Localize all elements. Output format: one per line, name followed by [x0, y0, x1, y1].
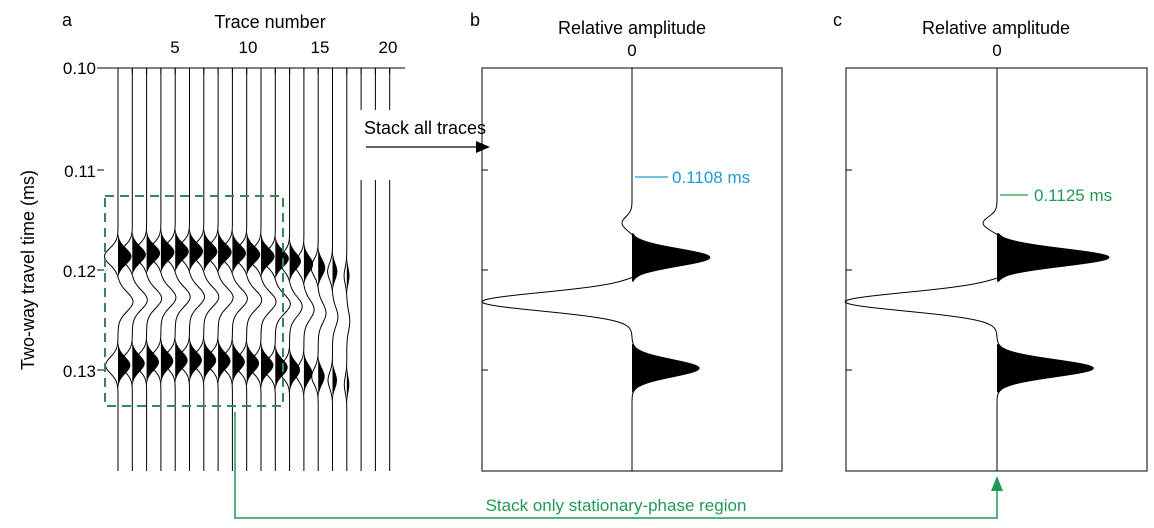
trace-lobe	[318, 245, 326, 290]
panel-a-x-tick-marks	[117, 68, 391, 74]
trace-line	[204, 68, 234, 471]
panel-b-x-tick-0: 0	[627, 41, 636, 60]
trace-lobe	[132, 232, 146, 277]
trace-lobe	[132, 341, 145, 386]
trace-lobe	[175, 338, 188, 383]
trace-lobe	[346, 253, 350, 298]
stack-all-arrow: Stack all traces	[360, 110, 490, 180]
panel-b-onset-annotation: 0.1108 ms	[672, 168, 750, 187]
stack-trace-line	[481, 68, 711, 471]
trace-lobe	[118, 234, 132, 279]
panel-a-x-tick-5: 5	[170, 38, 179, 57]
trace-lobe	[160, 230, 175, 275]
trace-lobe	[246, 341, 260, 386]
trace-line	[294, 68, 315, 471]
trace-lobe	[332, 358, 337, 403]
y-tick-0-13: 0.13	[63, 362, 96, 381]
panel-b-x-axis-title: Relative amplitude	[558, 18, 706, 38]
panel-b: b Relative amplitude 0 0.1108 ms	[470, 10, 783, 472]
trace-line	[104, 68, 134, 471]
panel-b-stacked-trace	[481, 68, 711, 471]
y-tick-0-12: 0.12	[63, 262, 96, 281]
panel-c-x-tick-0: 0	[992, 41, 1001, 60]
trace-lobe	[318, 354, 325, 399]
stack-trace-lobe	[997, 233, 1109, 282]
stack-trace-lobe	[997, 344, 1094, 393]
trace-lobe	[118, 343, 131, 388]
stack-stationary-label: Stack only stationary-phase region	[486, 496, 747, 515]
trace-lobe	[218, 230, 232, 275]
trace-line	[146, 68, 177, 471]
panel-b-letter: b	[470, 10, 480, 30]
trace-lobe	[232, 339, 245, 385]
trace-lobe	[246, 232, 261, 277]
panel-c-stacked-trace	[844, 68, 1110, 471]
trace-line	[118, 68, 148, 471]
panel-a-x-axis-title: Trace number	[214, 12, 325, 32]
trace-lobe	[303, 242, 314, 287]
panel-a: a Trace number 5 10 15 20 Two-way travel…	[18, 10, 405, 471]
trace-lobe	[261, 234, 275, 279]
trace-lobe	[261, 343, 274, 388]
trace-lobe	[346, 362, 350, 407]
trace-line	[327, 68, 339, 471]
stack-all-label-bg	[360, 110, 490, 180]
trace-line	[189, 68, 220, 471]
trace-lobe	[189, 338, 202, 383]
y-axis-title: Two-way travel time (ms)	[18, 170, 38, 370]
panel-a-x-tick-10: 10	[239, 38, 258, 57]
trace-line	[261, 68, 291, 471]
panel-c-letter: c	[833, 10, 842, 30]
trace-lobe	[203, 229, 218, 274]
panel-c: c Relative amplitude 0 0.1125 ms	[833, 10, 1148, 472]
trace-line	[132, 68, 163, 471]
trace-lobe	[160, 338, 174, 384]
panel-a-traces	[104, 68, 391, 471]
stack-trace-lobe	[632, 344, 700, 393]
trace-line	[247, 68, 277, 471]
trace-lobe	[175, 229, 189, 274]
stack-trace-lobe	[632, 233, 710, 282]
trace-line	[310, 68, 327, 471]
trace-lobe	[275, 345, 288, 390]
trace-lobe	[189, 229, 203, 274]
panel-c-onset-annotation: 0.1125 ms	[1034, 186, 1112, 205]
trace-line	[232, 68, 263, 471]
trace-lobe	[289, 347, 300, 393]
panel-a-letter: a	[62, 10, 73, 30]
trace-lobe	[332, 249, 338, 294]
y-tick-0-11: 0.11	[64, 162, 96, 181]
trace-lobe	[232, 231, 246, 276]
trace-line	[175, 68, 205, 471]
trace-line	[218, 68, 248, 471]
trace-lobe	[146, 231, 161, 276]
trace-line	[161, 68, 191, 471]
panel-a-x-tick-20: 20	[379, 38, 398, 57]
trace-lobe	[146, 339, 159, 385]
stack-stationary-arrow-head	[991, 476, 1003, 491]
y-tick-0-10: 0.10	[63, 59, 96, 78]
stationary-phase-box	[104, 195, 284, 407]
trace-lobe	[218, 338, 231, 384]
stack-all-label: Stack all traces	[364, 118, 486, 138]
panel-a-x-tick-15: 15	[311, 38, 330, 57]
trace-line	[277, 68, 303, 471]
stack-all-arrow-head	[476, 141, 490, 153]
trace-line	[343, 68, 351, 471]
trace-lobe	[203, 338, 217, 383]
stack-stationary-arrow-line	[234, 412, 998, 519]
trace-lobe	[303, 350, 313, 396]
stack-stationary-arrow: Stack only stationary-phase region	[234, 412, 1003, 519]
panel-c-x-axis-title: Relative amplitude	[922, 18, 1070, 38]
stack-trace-line	[844, 68, 1110, 471]
